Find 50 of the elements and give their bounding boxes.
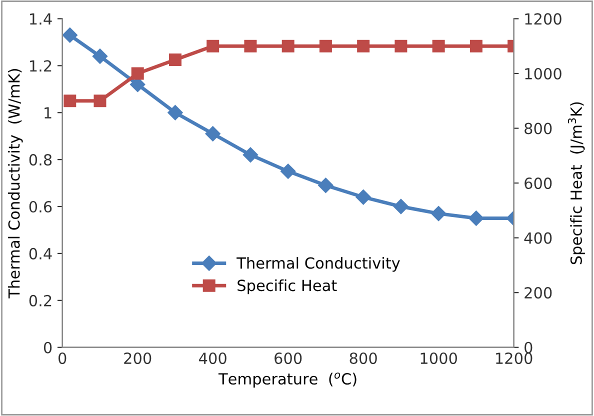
point (168, 105, 183, 120)
point (470, 40, 482, 52)
point (431, 206, 446, 222)
point (357, 40, 370, 52)
y2-tick-label: 200 (524, 287, 552, 299)
point (432, 40, 445, 52)
point (280, 164, 296, 179)
point (394, 40, 408, 52)
point (318, 178, 334, 193)
x-axis-title: Temperature ($^{o}$C) (218, 372, 356, 388)
legend-label: Specific Heat (238, 279, 337, 294)
y-tick-label: 0.6 (29, 200, 52, 213)
point (242, 147, 258, 162)
point (356, 190, 371, 205)
point (319, 40, 332, 52)
legend-label: Thermal Conductivity (236, 256, 400, 272)
y2-tick-label: 600 (524, 178, 552, 190)
point (62, 28, 78, 43)
y-tick-label: 0.4 (29, 248, 52, 260)
x-tick-label: 200 (124, 352, 152, 364)
y-tick-label: 0.2 (29, 294, 52, 306)
y2-tick-label: 800 (524, 122, 552, 134)
point (468, 210, 484, 226)
y2-tick-label: 1000 (525, 68, 562, 80)
point (92, 48, 108, 64)
x-tick-label: 1200 (496, 352, 532, 364)
y2-tick-label: 400 (524, 232, 552, 244)
x-tick-label: 1000 (420, 352, 457, 364)
point (64, 94, 76, 108)
point (94, 94, 106, 108)
x-tick-label: 600 (274, 352, 302, 364)
x-tick-label: 400 (199, 352, 226, 364)
y2-tick-label: 1200 (525, 13, 562, 25)
x-tick-label: 800 (350, 352, 377, 364)
y-tick-label: 0.8 (29, 154, 52, 166)
point (206, 40, 220, 52)
point (131, 67, 144, 80)
y2-tick-label: 0 (524, 342, 532, 354)
x-tick-label: 0 (58, 352, 66, 364)
y-tick-label: 1 (44, 107, 52, 118)
y-tick-label: 1.4 (30, 13, 52, 25)
point (393, 198, 409, 214)
point (282, 40, 294, 52)
y2-axis-title: Specific Heat (J/m$^{3}$K) (568, 102, 585, 264)
point (205, 126, 220, 142)
point (168, 54, 182, 66)
y-tick-label: 0 (44, 342, 52, 354)
point (244, 40, 257, 52)
y-axis-title: Thermal Conductivity (W/mK) (8, 69, 23, 298)
y-tick-label: 1.2 (30, 60, 52, 72)
